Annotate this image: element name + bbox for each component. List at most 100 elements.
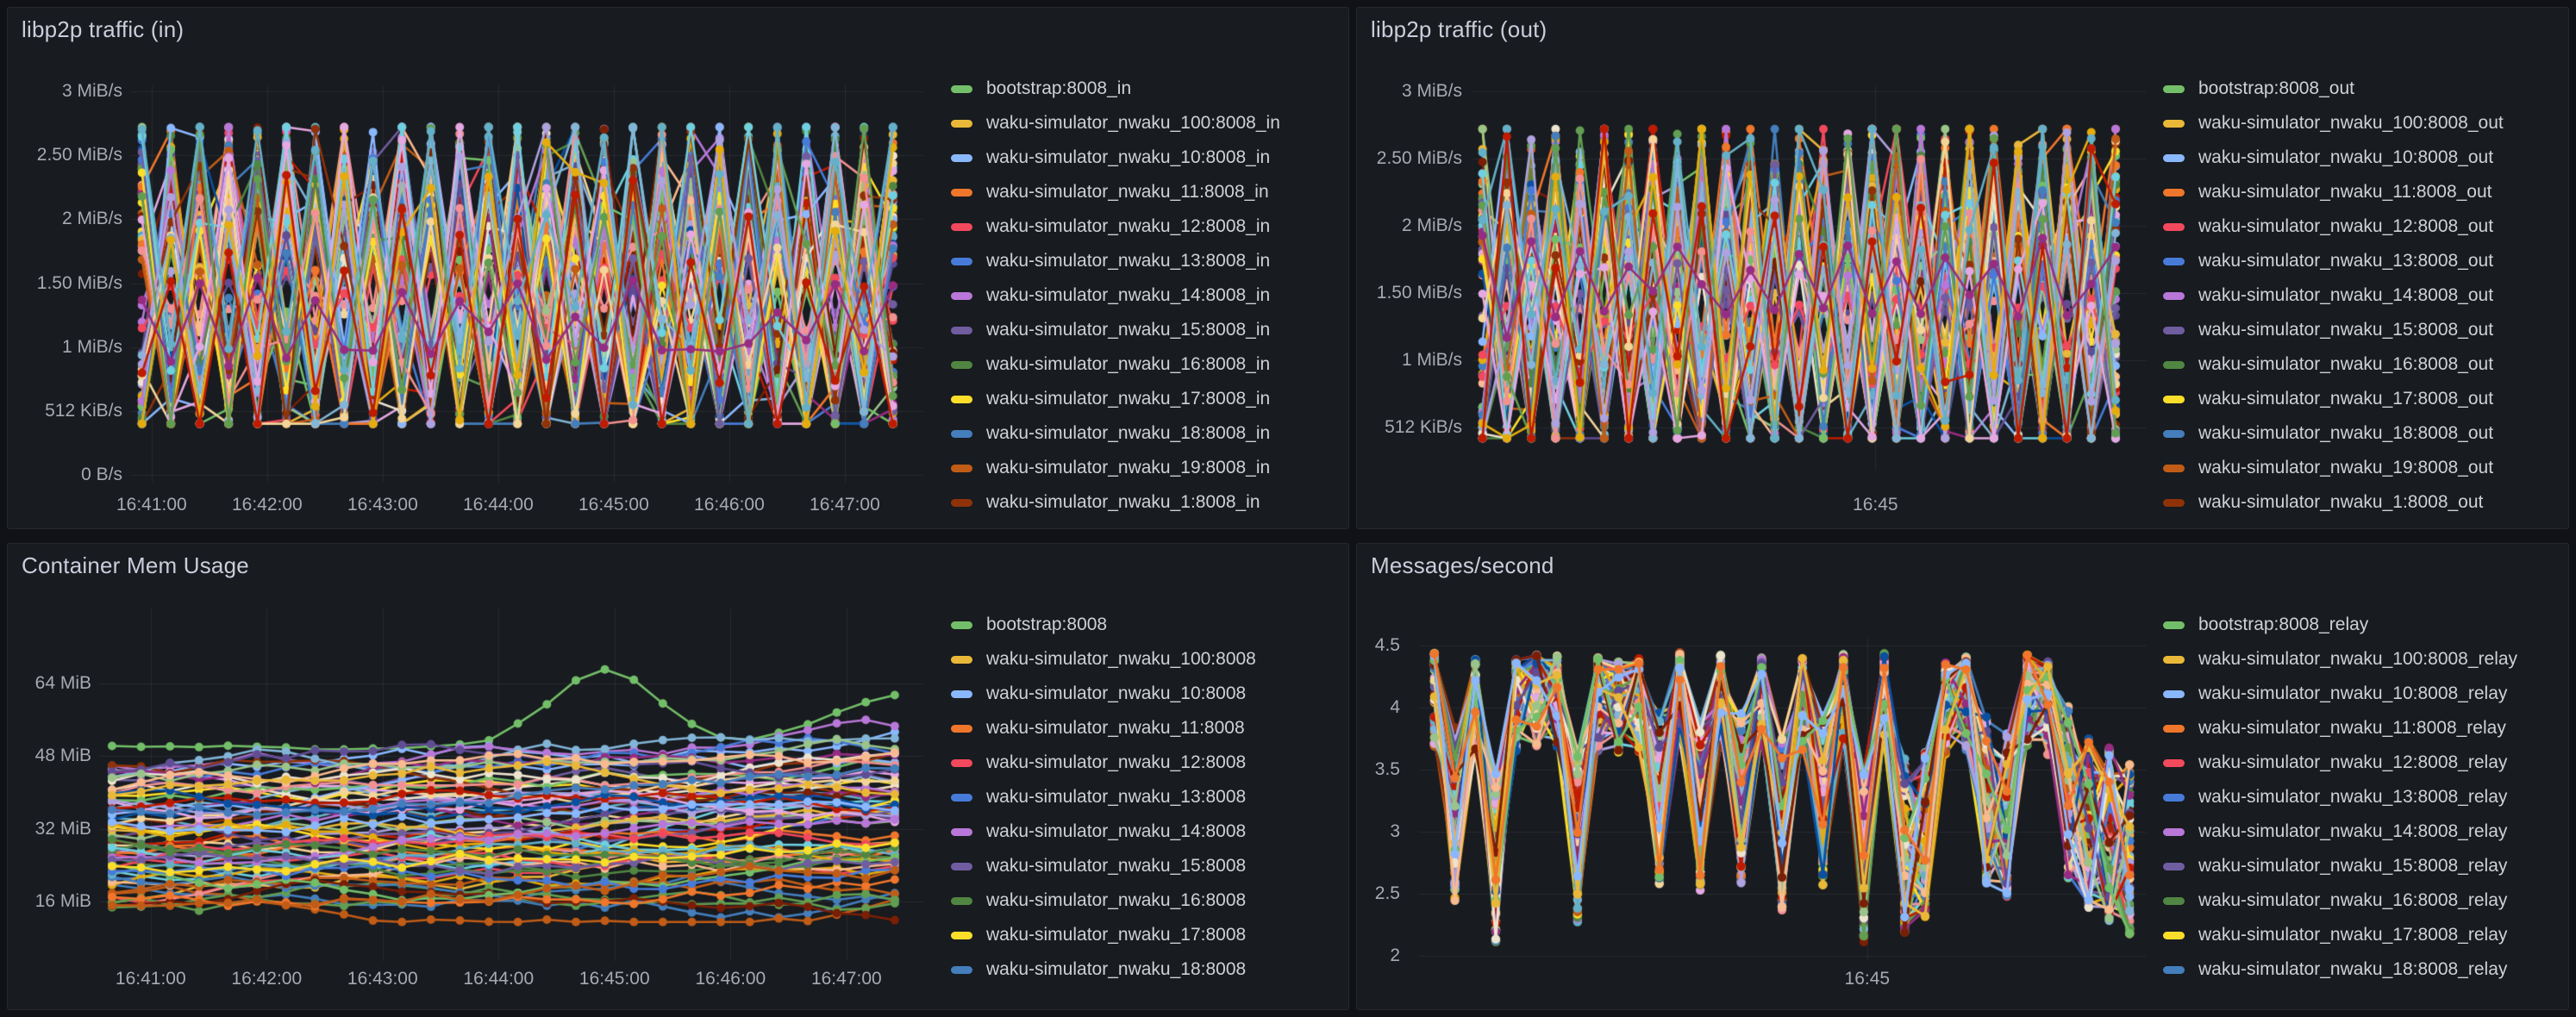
legend-series-label: waku-simulator_nwaku_16:8008_in — [986, 354, 1271, 374]
legend-item[interactable]: waku-simulator_nwaku_12:8008_relay — [2163, 746, 2507, 780]
legend-series-label: waku-simulator_nwaku_100:8008_in — [986, 113, 1280, 133]
legend-series-label: waku-simulator_nwaku_12:8008 — [986, 752, 1247, 772]
legend-series-swatch — [2163, 724, 2185, 733]
legend-item[interactable]: waku-simulator_nwaku_11:8008_in — [951, 175, 1269, 209]
legend-item[interactable]: waku-simulator_nwaku_12:8008_out — [2163, 209, 2493, 244]
legend-series-swatch — [951, 119, 972, 128]
y-axis-tick-label: 2 MiB/s — [61, 209, 122, 229]
legend-item[interactable]: waku-simulator_nwaku_17:8008_in — [951, 382, 1270, 416]
legend-series-label: waku-simulator_nwaku_18:8008 — [986, 959, 1247, 979]
legend-item[interactable]: waku-simulator_nwaku_17:8008_out — [2163, 382, 2493, 416]
y-axis-tick-label: 4 — [1390, 697, 1400, 717]
legend-item[interactable]: waku-simulator_nwaku_18:8008_out — [2163, 416, 2493, 451]
x-axis-tick-label: 16:44:00 — [463, 969, 535, 989]
legend-item[interactable]: waku-simulator_nwaku_16:8008_relay — [2163, 883, 2507, 918]
y-axis-tick-label: 2.50 MiB/s — [36, 145, 122, 165]
legend-item[interactable]: waku-simulator_nwaku_100:8008_out — [2163, 106, 2504, 140]
legend-series-swatch — [2163, 257, 2185, 265]
legend-series-swatch — [951, 464, 972, 472]
legend-item[interactable]: waku-simulator_nwaku_16:8008 — [951, 883, 1246, 918]
legend-item[interactable]: waku-simulator_nwaku_19:8008_out — [2163, 451, 2493, 485]
legend-item[interactable]: waku-simulator_nwaku_19:8008_in — [951, 451, 1270, 485]
x-axis-tick-label: 16:45 — [1844, 969, 1891, 989]
y-axis-tick-label: 64 MiB — [34, 673, 91, 693]
y-axis-tick-label: 2.5 — [1374, 883, 1400, 903]
legend-series-swatch — [951, 965, 972, 974]
legend-item[interactable]: waku-simulator_nwaku_1:8008_out — [2163, 485, 2483, 520]
legend-item[interactable]: waku-simulator_nwaku_15:8008 — [951, 849, 1246, 883]
legend-series-swatch — [2163, 326, 2185, 334]
legend-item[interactable]: waku-simulator_nwaku_100:8008 — [951, 642, 1256, 677]
legend-series-swatch — [2163, 119, 2185, 128]
legend-series-label: waku-simulator_nwaku_10:8008 — [986, 683, 1247, 703]
legend-item[interactable]: waku-simulator_nwaku_1:8008_in — [951, 485, 1260, 520]
legend-item[interactable]: bootstrap:8008 — [951, 608, 1107, 642]
chart-canvas-libp2p-out[interactable] — [1357, 8, 2568, 528]
legend-item[interactable]: waku-simulator_nwaku_16:8008_in — [951, 347, 1270, 382]
legend-series-label: waku-simulator_nwaku_16:8008 — [986, 890, 1247, 910]
x-axis-tick-label: 16:44:00 — [463, 495, 534, 515]
legend-item[interactable]: waku-simulator_nwaku_15:8008_out — [2163, 313, 2493, 347]
legend-item[interactable]: waku-simulator_nwaku_11:8008_relay — [2163, 711, 2506, 746]
legend-item[interactable]: waku-simulator_nwaku_100:8008_relay — [2163, 642, 2517, 677]
legend-series-label: bootstrap:8008_in — [986, 78, 1132, 98]
legend-item[interactable]: waku-simulator_nwaku_100:8008_in — [951, 106, 1280, 140]
legend-item[interactable]: waku-simulator_nwaku_10:8008_relay — [2163, 677, 2507, 711]
legend-series-swatch — [951, 827, 972, 836]
legend-item[interactable]: waku-simulator_nwaku_15:8008_relay — [2163, 849, 2507, 883]
legend-item[interactable]: waku-simulator_nwaku_13:8008_out — [2163, 244, 2493, 278]
legend-item[interactable]: waku-simulator_nwaku_18:8008 — [951, 952, 1246, 987]
legend-item[interactable]: waku-simulator_nwaku_14:8008_relay — [2163, 814, 2507, 849]
legend-series-swatch — [2163, 464, 2185, 472]
legend-series-swatch — [2163, 291, 2185, 300]
legend-item[interactable]: bootstrap:8008_relay — [2163, 608, 2368, 642]
legend-series-label: waku-simulator_nwaku_16:8008_out — [2198, 354, 2494, 374]
legend-item[interactable]: bootstrap:8008_in — [951, 72, 1131, 106]
legend-item[interactable]: waku-simulator_nwaku_13:8008_in — [951, 244, 1270, 278]
legend-series-label: waku-simulator_nwaku_12:8008_out — [2198, 216, 2494, 236]
legend-item[interactable]: waku-simulator_nwaku_11:8008_out — [2163, 175, 2492, 209]
chart-canvas-messages[interactable] — [1357, 544, 2568, 1009]
legend-series-label: waku-simulator_nwaku_14:8008 — [986, 821, 1247, 841]
legend-item[interactable]: waku-simulator_nwaku_13:8008_relay — [2163, 780, 2507, 814]
chart-canvas-libp2p-in[interactable] — [8, 8, 1348, 528]
x-axis-tick-label: 16:42:00 — [231, 495, 303, 515]
legend-series-swatch — [951, 326, 972, 334]
legend-series-swatch — [2163, 931, 2185, 939]
legend-item[interactable]: waku-simulator_nwaku_11:8008 — [951, 711, 1245, 746]
legend-series-label: waku-simulator_nwaku_1:8008_in — [986, 492, 1260, 512]
chart-canvas-mem-usage[interactable] — [8, 544, 1348, 1009]
x-axis-tick-label: 16:46:00 — [695, 969, 766, 989]
legend-series-swatch — [951, 222, 972, 231]
legend-series-swatch — [951, 84, 972, 93]
legend-series-label: bootstrap:8008_relay — [2198, 615, 2369, 634]
legend-item[interactable]: waku-simulator_nwaku_10:8008_in — [951, 140, 1270, 175]
legend-item[interactable]: waku-simulator_nwaku_14:8008 — [951, 814, 1246, 849]
legend-item[interactable]: waku-simulator_nwaku_16:8008_out — [2163, 347, 2493, 382]
x-axis-tick-label: 16:41:00 — [115, 969, 186, 989]
legend-item[interactable]: waku-simulator_nwaku_15:8008_in — [951, 313, 1270, 347]
legend-item[interactable]: waku-simulator_nwaku_10:8008_out — [2163, 140, 2493, 175]
y-axis-tick-label: 2.50 MiB/s — [1376, 148, 1462, 168]
legend-item[interactable]: waku-simulator_nwaku_13:8008 — [951, 780, 1246, 814]
legend-series-label: waku-simulator_nwaku_16:8008_relay — [2198, 890, 2508, 910]
legend-series-label: waku-simulator_nwaku_13:8008_relay — [2198, 787, 2508, 807]
legend-series-swatch — [951, 793, 972, 802]
legend-item[interactable]: waku-simulator_nwaku_14:8008_in — [951, 278, 1270, 313]
legend-item[interactable]: waku-simulator_nwaku_18:8008_relay — [2163, 952, 2507, 987]
legend-item[interactable]: waku-simulator_nwaku_18:8008_in — [951, 416, 1270, 451]
legend-series-swatch — [951, 429, 972, 438]
legend-series-label: waku-simulator_nwaku_10:8008_out — [2198, 147, 2494, 167]
legend-series-swatch — [951, 655, 972, 664]
legend-item[interactable]: waku-simulator_nwaku_17:8008 — [951, 918, 1246, 952]
legend-item[interactable]: waku-simulator_nwaku_10:8008 — [951, 677, 1246, 711]
legend-item[interactable]: bootstrap:8008_out — [2163, 72, 2354, 106]
legend-series-label: waku-simulator_nwaku_14:8008_out — [2198, 285, 2494, 305]
legend-item[interactable]: waku-simulator_nwaku_12:8008 — [951, 746, 1246, 780]
legend-item[interactable]: waku-simulator_nwaku_12:8008_in — [951, 209, 1270, 244]
legend-item[interactable]: waku-simulator_nwaku_14:8008_out — [2163, 278, 2493, 313]
legend-item[interactable]: waku-simulator_nwaku_17:8008_relay — [2163, 918, 2507, 952]
legend-series-swatch — [2163, 222, 2185, 231]
legend-series-swatch — [2163, 896, 2185, 905]
legend-series-label: waku-simulator_nwaku_17:8008 — [986, 925, 1247, 945]
